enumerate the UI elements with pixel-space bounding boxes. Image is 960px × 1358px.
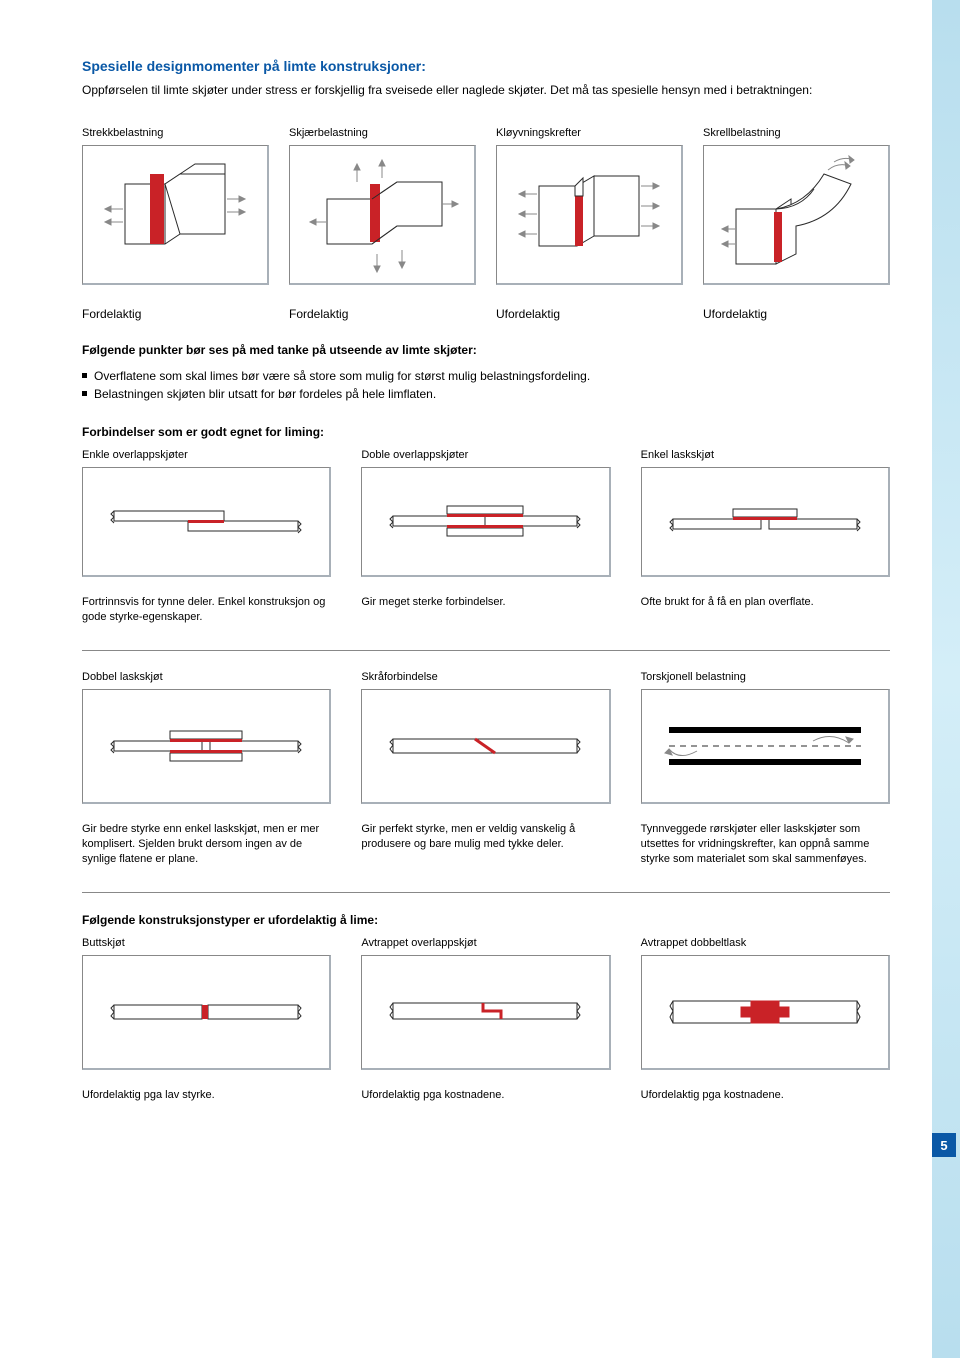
page-title: Spesielle designmomenter på limte konstr… xyxy=(82,58,890,74)
mid-lead: Følgende punkter bør ses på med tanke på… xyxy=(82,343,890,357)
skjaer-icon xyxy=(302,154,462,274)
joint-caption: Ofte brukt for å få en plan overflate. xyxy=(641,595,890,626)
diagram-box xyxy=(82,467,331,577)
joint-label: Dobbel laskskjøt xyxy=(82,671,331,683)
bad-row: Buttskjøt Avtrappet overlappskjøt xyxy=(82,937,890,1070)
good-heading: Forbindelser som er godt egnet for limin… xyxy=(82,425,890,439)
joint-caption: Ufordelaktig pga kostnadene. xyxy=(641,1088,890,1103)
lask-double-icon xyxy=(96,701,316,791)
load-label: Strekkbelastning xyxy=(82,127,269,139)
load-cell-kloyv: Kløyvningskrefter xyxy=(496,127,683,285)
list-item: Belastningen skjøten blir utsatt for bør… xyxy=(82,385,890,403)
diagram-box xyxy=(496,145,683,285)
diagram-box xyxy=(641,955,890,1070)
step-double-icon xyxy=(655,967,875,1057)
bad-row-captions: Ufordelaktig pga lav styrke. Ufordelakti… xyxy=(82,1088,890,1103)
overlap-single-icon xyxy=(96,481,316,561)
diagram-box xyxy=(361,689,610,804)
intro-text: Oppførselen til limte skjøter under stre… xyxy=(82,82,890,99)
load-label: Skjærbelastning xyxy=(289,127,476,139)
joint-label: Skråforbindelse xyxy=(361,671,610,683)
load-label: Kløyvningskrefter xyxy=(496,127,683,139)
joint-caption: Ufordelaktig pga kostnadene. xyxy=(361,1088,610,1103)
page-content: Spesielle designmomenter på limte konstr… xyxy=(0,0,960,1163)
load-types-row: Strekkbelastning xyxy=(82,127,890,285)
joint-cell: Buttskjøt xyxy=(82,937,331,1070)
joint-label: Avtrappet overlappskjøt xyxy=(361,937,610,949)
diagram-box xyxy=(289,145,476,285)
scarf-icon xyxy=(375,701,595,791)
joint-caption: Gir meget sterke forbindelser. xyxy=(361,595,610,626)
skrell-icon xyxy=(716,154,876,274)
joint-cell: Enkel laskskjøt xyxy=(641,449,890,577)
verdict: Fordelaktig xyxy=(82,307,269,321)
diagram-box xyxy=(82,689,331,804)
diagram-box xyxy=(361,467,610,577)
kloyv-icon xyxy=(509,154,669,274)
diagram-box xyxy=(641,467,890,577)
step-overlap-icon xyxy=(375,967,595,1057)
diagram-box xyxy=(703,145,890,285)
overlap-double-icon xyxy=(375,481,595,561)
joint-caption: Gir perfekt styrke, men er veldig vanske… xyxy=(361,822,610,868)
good-row-2-captions: Gir bedre styrke enn enkel laskskjøt, me… xyxy=(82,822,890,868)
joint-caption: Ufordelaktig pga lav styrke. xyxy=(82,1088,331,1103)
joint-cell: Dobbel laskskjøt xyxy=(82,671,331,804)
bad-heading: Følgende konstruksjonstyper er ufordelak… xyxy=(82,913,890,927)
diagram-box xyxy=(82,145,269,285)
joint-caption: Fortrinnsvis for tynne deler. Enkel kons… xyxy=(82,595,331,626)
joint-label: Enkle overlappskjøter xyxy=(82,449,331,461)
strekk-icon xyxy=(95,154,255,274)
load-cell-skjaer: Skjærbelastning xyxy=(289,127,476,285)
butt-icon xyxy=(96,967,316,1057)
torsion-icon xyxy=(655,701,875,791)
joint-caption: Gir bedre styrke enn enkel laskskjøt, me… xyxy=(82,822,331,868)
verdict-row: Fordelaktig Fordelaktig Ufordelaktig Ufo… xyxy=(82,307,890,321)
page-number: 5 xyxy=(932,1133,956,1157)
load-cell-strekk: Strekkbelastning xyxy=(82,127,269,285)
joint-cell: Avtrappet overlappskjøt xyxy=(361,937,610,1070)
good-row-1: Enkle overlappskjøter Doble overlappskjø… xyxy=(82,449,890,577)
good-row-2: Dobbel laskskjøt Skråforbi xyxy=(82,671,890,804)
list-item: Overflatene som skal limes bør være så s… xyxy=(82,367,890,385)
joint-label: Torskjonell belastning xyxy=(641,671,890,683)
joint-label: Doble overlappskjøter xyxy=(361,449,610,461)
joint-cell: Skråforbindelse xyxy=(361,671,610,804)
joint-cell: Avtrappet dobbeltlask xyxy=(641,937,890,1070)
joint-label: Enkel laskskjøt xyxy=(641,449,890,461)
joint-cell: Enkle overlappskjøter xyxy=(82,449,331,577)
lask-single-icon xyxy=(655,481,875,561)
load-cell-skrell: Skrellbelastning xyxy=(703,127,890,285)
joint-cell: Torskjonell belastning xyxy=(641,671,890,804)
joint-caption: Tynnveggede rørskjøter eller laskskjøter… xyxy=(641,822,890,868)
joint-label: Avtrappet dobbeltlask xyxy=(641,937,890,949)
verdict: Ufordelaktig xyxy=(703,307,890,321)
divider xyxy=(82,892,890,893)
diagram-box xyxy=(82,955,331,1070)
diagram-box xyxy=(641,689,890,804)
bullet-list: Overflatene som skal limes bør være så s… xyxy=(82,367,890,403)
verdict: Fordelaktig xyxy=(289,307,476,321)
verdict: Ufordelaktig xyxy=(496,307,683,321)
divider xyxy=(82,650,890,651)
joint-cell: Doble overlappskjøter xyxy=(361,449,610,577)
load-label: Skrellbelastning xyxy=(703,127,890,139)
joint-label: Buttskjøt xyxy=(82,937,331,949)
diagram-box xyxy=(361,955,610,1070)
good-row-1-captions: Fortrinnsvis for tynne deler. Enkel kons… xyxy=(82,595,890,626)
